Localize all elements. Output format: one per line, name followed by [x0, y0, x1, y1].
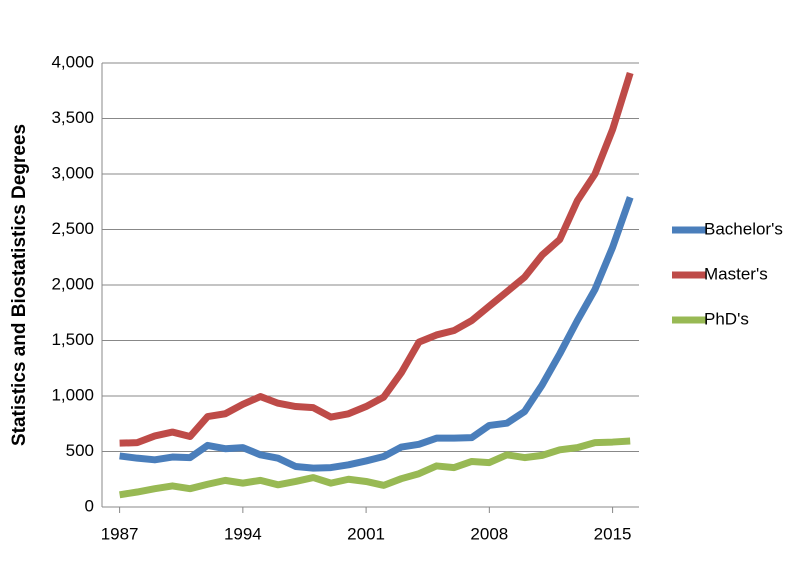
legend-label: Bachelor's	[704, 219, 783, 238]
x-tick-label: 1994	[224, 524, 262, 543]
line-series	[119, 196, 634, 472]
y-tick-label: 0	[85, 496, 94, 515]
line-series	[119, 437, 631, 499]
y-tick-label: 3,500	[51, 108, 94, 127]
legend-label: Master's	[704, 264, 768, 283]
y-tick-label: 2,000	[51, 274, 94, 293]
legend-label: PhD's	[704, 309, 749, 328]
x-tick-label: 2008	[470, 524, 508, 543]
x-tick-label: 2015	[594, 524, 632, 543]
y-axis-title: Statistics and Biostatistics Degrees	[9, 124, 30, 446]
y-tick-label: 1,000	[51, 385, 94, 404]
y-tick-label: 2,500	[51, 219, 94, 238]
y-tick-label: 500	[66, 441, 94, 460]
line-series	[119, 71, 634, 447]
x-tick-label: 2001	[347, 524, 385, 543]
y-tick-label: 4,000	[51, 52, 94, 71]
x-tick-label: 1987	[101, 524, 139, 543]
y-tick-label: 3,000	[51, 163, 94, 182]
y-tick-label: 1,500	[51, 330, 94, 349]
